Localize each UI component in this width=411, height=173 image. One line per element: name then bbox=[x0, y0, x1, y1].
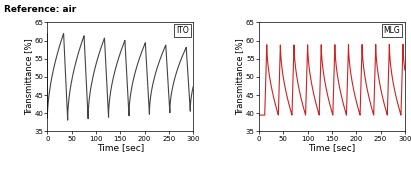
Y-axis label: Transmittance [%]: Transmittance [%] bbox=[24, 39, 33, 115]
Text: ITO: ITO bbox=[176, 26, 189, 35]
Y-axis label: Transmittance [%]: Transmittance [%] bbox=[236, 39, 244, 115]
Text: MLG: MLG bbox=[384, 26, 400, 35]
X-axis label: Time [sec]: Time [sec] bbox=[97, 143, 144, 152]
X-axis label: Time [sec]: Time [sec] bbox=[308, 143, 356, 152]
Text: Reference: air: Reference: air bbox=[4, 5, 76, 14]
